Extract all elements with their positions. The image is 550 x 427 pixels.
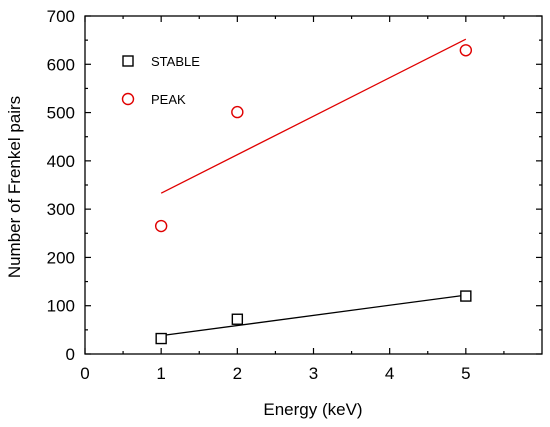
legend-marker-peak — [121, 92, 135, 106]
y-tick-label: 300 — [47, 200, 75, 219]
axis-tick-labels: 0 1 2 3 4 5 0 100 200 300 400 500 600 700 — [47, 7, 471, 383]
data-point-stable — [460, 290, 472, 302]
legend-label-peak: PEAK — [151, 92, 186, 107]
y-tick-label: 500 — [47, 104, 75, 123]
legend: STABLE PEAK — [121, 54, 200, 107]
x-tick-label: 5 — [461, 364, 470, 383]
fit-lines — [160, 38, 467, 337]
x-tick-label: 0 — [80, 364, 89, 383]
data-point-peak — [231, 105, 244, 119]
x-tick-label: 4 — [385, 364, 394, 383]
x-tick-label: 2 — [233, 364, 242, 383]
y-axis-title: Number of Frenkel pairs — [5, 96, 24, 278]
legend-marker-stable — [122, 55, 134, 67]
x-tick-label: 3 — [309, 364, 318, 383]
x-tick-label: 1 — [156, 364, 165, 383]
y-tick-label: 0 — [66, 345, 75, 364]
data-point-stable — [231, 313, 244, 325]
data-markers — [154, 44, 473, 345]
x-axis-title: Energy (keV) — [263, 400, 362, 419]
fit-line-stable — [161, 294, 466, 337]
fit-line-peak — [160, 38, 467, 194]
data-point-peak — [459, 44, 473, 57]
y-tick-label: 100 — [47, 297, 75, 316]
y-tick-label: 600 — [47, 55, 75, 74]
y-tick-label: 700 — [47, 7, 75, 26]
plot-frame — [84, 15, 543, 355]
data-point-stable — [155, 332, 167, 345]
legend-label-stable: STABLE — [151, 54, 200, 69]
y-tick-label: 200 — [47, 248, 75, 267]
data-point-peak — [154, 219, 168, 233]
y-tick-label: 400 — [47, 152, 75, 171]
